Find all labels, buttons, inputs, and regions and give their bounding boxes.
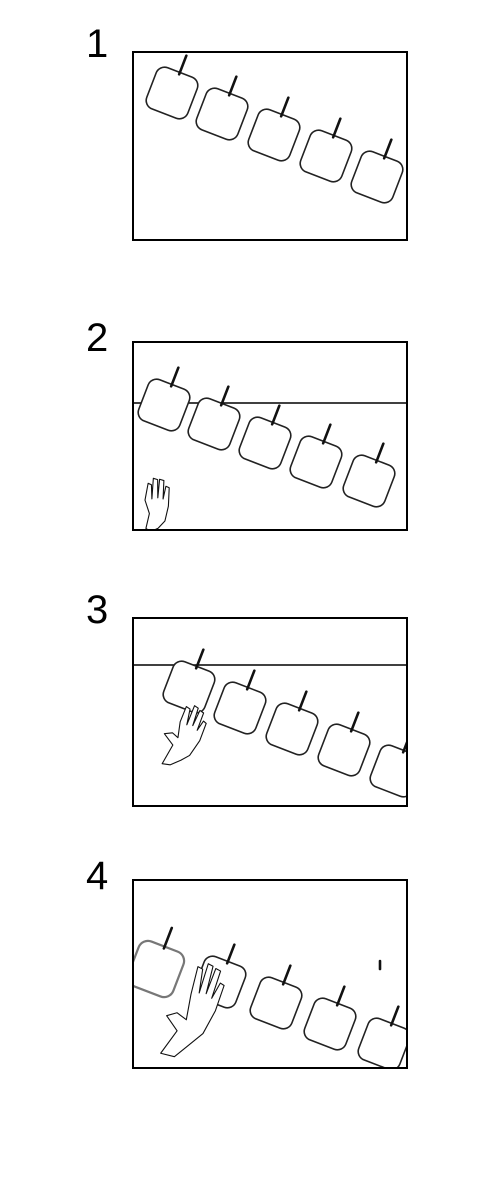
panel-step-4-drawing xyxy=(134,926,406,1067)
tick-4 xyxy=(331,117,342,139)
step-number-2: 2 xyxy=(86,316,109,360)
square-2 xyxy=(187,385,241,451)
square-1 xyxy=(162,648,216,714)
tick-5 xyxy=(389,1005,400,1027)
tick-3 xyxy=(270,404,281,426)
tick-1 xyxy=(177,54,188,76)
tick-1 xyxy=(169,366,180,388)
hand-icon xyxy=(160,963,225,1058)
panel-step-1 xyxy=(132,51,408,241)
square-3 xyxy=(238,404,292,470)
panel-step-3-drawing xyxy=(134,648,406,798)
step-number-4: 4 xyxy=(86,854,109,898)
square-1 xyxy=(145,54,199,120)
square-5 xyxy=(357,1005,406,1067)
square-3 xyxy=(265,690,319,756)
tick-1 xyxy=(194,648,205,670)
square-3 xyxy=(249,964,303,1030)
square-1-moving xyxy=(134,926,186,999)
square-5 xyxy=(369,732,406,798)
hand-icon xyxy=(144,477,170,529)
square-4 xyxy=(289,423,343,489)
tick-5 xyxy=(374,442,385,464)
tick-5 xyxy=(382,138,393,160)
tick-3 xyxy=(279,96,290,118)
step-number-3: 3 xyxy=(86,588,109,632)
panel-step-4 xyxy=(132,879,408,1069)
tick-2 xyxy=(245,669,256,691)
panel-step-2-drawing xyxy=(134,366,406,529)
tick-3 xyxy=(281,964,292,986)
panel-step-2 xyxy=(132,341,408,531)
tick-3 xyxy=(297,690,308,712)
square-3 xyxy=(247,96,301,162)
square-4 xyxy=(299,117,353,183)
square-4 xyxy=(303,985,357,1051)
square-1 xyxy=(137,366,191,432)
tick-1 xyxy=(162,926,174,950)
tick-4 xyxy=(335,985,346,1007)
square-2 xyxy=(195,75,249,141)
tick-2 xyxy=(219,385,230,407)
square-4 xyxy=(317,711,371,777)
square-5 xyxy=(342,442,396,508)
tick-4 xyxy=(321,423,332,445)
tick-5 xyxy=(401,732,406,754)
square-2 xyxy=(213,669,267,735)
panel-step-1-drawing xyxy=(145,54,404,204)
panel-step-3 xyxy=(132,617,408,807)
square-5 xyxy=(350,138,404,204)
tick-2 xyxy=(225,943,236,965)
tick-2 xyxy=(227,75,238,97)
step-number-1: 1 xyxy=(86,22,109,66)
hand-icon xyxy=(161,705,207,766)
tick-4 xyxy=(349,711,360,733)
